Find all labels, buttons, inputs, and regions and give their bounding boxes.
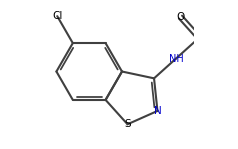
Text: S: S: [124, 119, 131, 129]
Text: O: O: [176, 12, 185, 22]
Text: N: N: [154, 106, 161, 116]
Text: Cl: Cl: [52, 11, 62, 21]
Text: NH: NH: [169, 54, 183, 64]
